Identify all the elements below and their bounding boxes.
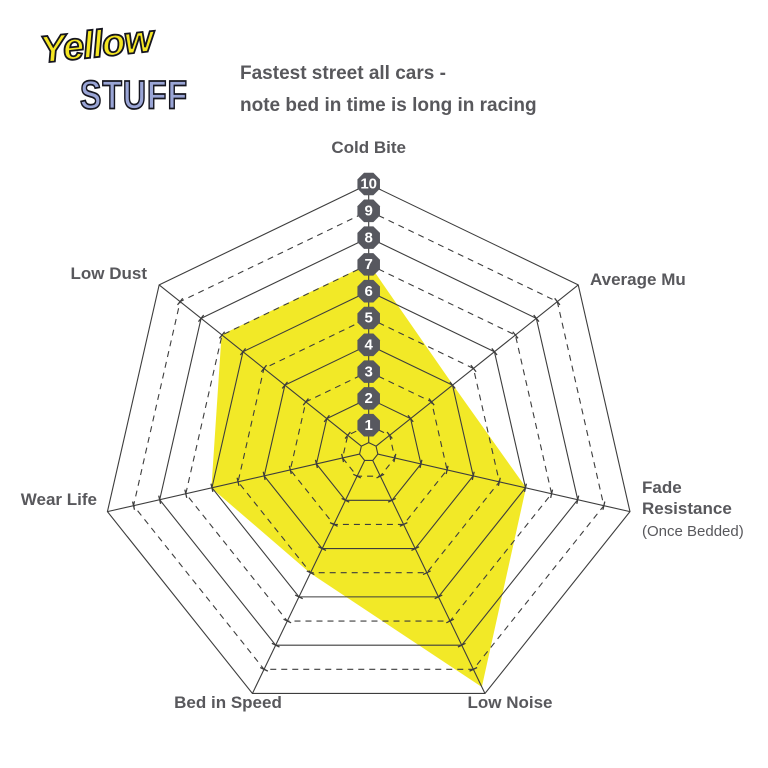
svg-text:Low Dust: Low Dust xyxy=(71,264,148,283)
svg-text:Resistance: Resistance xyxy=(642,499,732,518)
svg-text:8: 8 xyxy=(365,229,373,246)
svg-text:Low Noise: Low Noise xyxy=(467,693,552,712)
svg-text:Fastest street all cars -: Fastest street all cars - xyxy=(240,63,446,84)
svg-text:3: 3 xyxy=(365,363,373,380)
svg-text:Average Mu: Average Mu xyxy=(590,270,686,289)
svg-text:note bed in time is long in ra: note bed in time is long in racing xyxy=(240,95,537,116)
svg-text:Bed in Speed: Bed in Speed xyxy=(174,693,282,712)
svg-text:10: 10 xyxy=(360,176,377,193)
svg-text:7: 7 xyxy=(365,256,373,273)
svg-text:(Once Bedded): (Once Bedded) xyxy=(642,523,744,540)
svg-text:2: 2 xyxy=(365,390,373,407)
svg-text:9: 9 xyxy=(365,203,373,220)
svg-text:Wear Life: Wear Life xyxy=(21,490,97,509)
svg-text:5: 5 xyxy=(365,310,373,327)
svg-text:Fade: Fade xyxy=(642,478,682,497)
svg-text:6: 6 xyxy=(365,283,373,300)
svg-text:1: 1 xyxy=(365,417,373,434)
svg-text:Cold Bite: Cold Bite xyxy=(331,138,406,157)
svg-text:4: 4 xyxy=(365,337,374,354)
